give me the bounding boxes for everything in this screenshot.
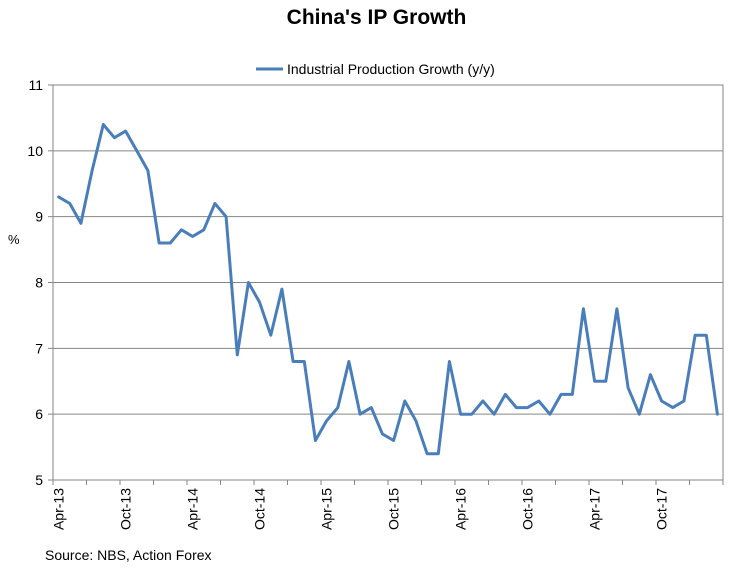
y-tick-label: 10 (27, 143, 43, 159)
chart-title: China's IP Growth (286, 6, 467, 29)
x-tick-label: Apr-14 (185, 488, 201, 530)
series-lines (57, 123, 719, 456)
y-tick-label: 11 (28, 77, 43, 93)
legend: Industrial Production Growth (y/y) (256, 61, 495, 77)
x-tick-label: Apr-15 (319, 488, 335, 530)
y-axis-label: % (8, 232, 20, 247)
source-note: Source: NBS, Action Forex (45, 547, 212, 563)
y-tick-label: 7 (35, 340, 43, 356)
y-tick-label: 8 (35, 275, 43, 291)
y-tick-label: 5 (35, 472, 43, 488)
legend-label: Industrial Production Growth (y/y) (287, 61, 495, 77)
x-tick-label: Apr-13 (51, 488, 67, 530)
x-tick-label: Oct-15 (386, 488, 402, 530)
series-line-industrial-production (57, 123, 719, 456)
y-tick-label: 6 (35, 406, 43, 422)
x-tick-label: Oct-16 (520, 488, 536, 530)
x-tick-label: Oct-14 (252, 488, 268, 530)
y-axis-ticks: 5 6 7 8 9 10 11 (27, 77, 53, 488)
x-tick-label: Apr-17 (587, 488, 603, 530)
x-tick-label: Oct-13 (118, 488, 134, 530)
x-tick-label: Oct-17 (654, 488, 670, 530)
y-tick-label: 9 (35, 209, 43, 225)
grid-lines (53, 84, 723, 415)
x-axis-ticks: Apr-13 Oct-13 Apr-14 Oct-14 Apr-15 Oct-15 Apr-… (51, 480, 724, 530)
x-tick-label: Apr-16 (453, 488, 469, 530)
